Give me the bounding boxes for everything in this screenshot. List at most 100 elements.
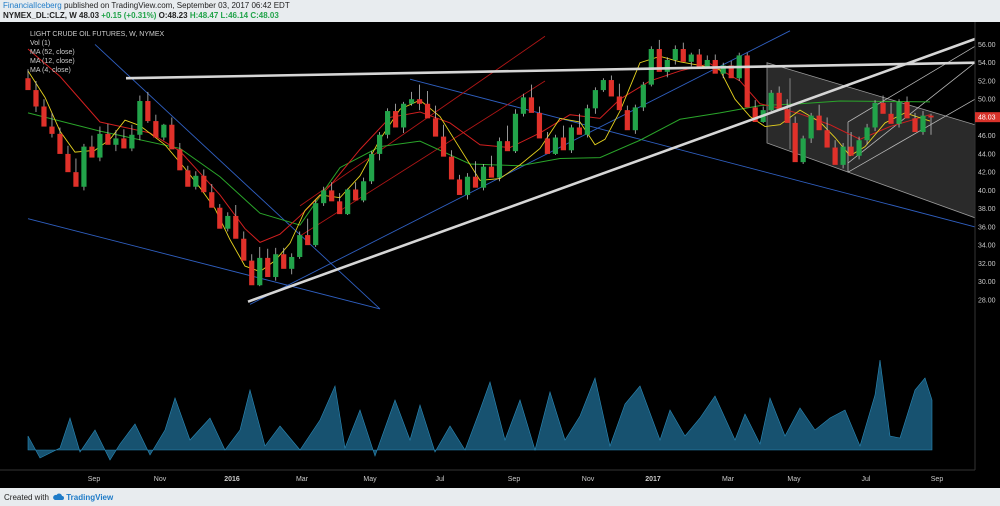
candle-body [385, 111, 391, 135]
rising-channel-line-2 [847, 98, 976, 173]
candle-body [185, 170, 191, 187]
open-value: O:48.23 [158, 11, 188, 20]
y-tick-label: 34.00 [978, 243, 996, 250]
blue-trendline-2 [409, 78, 976, 228]
white-trendline-0 [125, 61, 976, 80]
y-tick-label: 44.00 [978, 151, 996, 158]
candle-body [353, 189, 359, 201]
candle-body [536, 112, 543, 139]
candle-body [201, 175, 207, 193]
candle-body [872, 102, 878, 128]
candle-body [472, 176, 479, 188]
candle-body [408, 99, 415, 104]
candle-body [552, 137, 559, 154]
candle-body [896, 101, 902, 124]
candle-body [448, 156, 455, 180]
candle-body [544, 138, 551, 154]
candle-body [904, 101, 910, 119]
candle-body [225, 215, 231, 229]
candle-body [840, 146, 846, 165]
publisher-line: FinancialIceberg published on TradingVie… [3, 1, 290, 10]
candle-body [912, 118, 918, 133]
candle-body [57, 133, 63, 154]
candle-body [73, 172, 79, 187]
x-tick-label: Mar [296, 476, 309, 483]
candle-body [808, 115, 814, 139]
candle-body [281, 254, 287, 269]
tradingview-logo[interactable]: TradingView [52, 492, 113, 502]
high-value: H:48.47 [189, 11, 219, 20]
candle-body [792, 122, 798, 163]
candle-body [25, 78, 31, 91]
candle-body [129, 134, 135, 149]
candle-body [432, 118, 439, 137]
candle-body [824, 130, 830, 148]
candle-body [400, 103, 407, 128]
created-with-label: Created with [4, 493, 49, 502]
candle-body [113, 138, 119, 145]
candle-body [121, 138, 127, 149]
ma52-line [27, 100, 931, 226]
y-tick-label: 40.00 [978, 188, 996, 195]
candle-body [680, 49, 686, 62]
candle-body [456, 179, 463, 195]
candle-body [672, 49, 678, 60]
candle-body [648, 49, 654, 85]
candle-body [664, 59, 670, 72]
candle-body [696, 54, 702, 68]
candle-body [464, 176, 471, 195]
price-change: +0.15 (+0.31%) [101, 11, 157, 20]
candle-body [369, 153, 375, 182]
candle-body [776, 92, 782, 110]
candle-body [241, 238, 247, 261]
blue-trendline-3 [249, 30, 791, 305]
candle-body [592, 90, 598, 109]
price-chart[interactable]: 56.0054.0052.0050.0048.0046.0044.0042.00… [0, 22, 1000, 488]
candle-body [920, 115, 926, 133]
chart-legend: LIGHT CRUDE OIL FUTURES, W, NYMEX Vol (1… [30, 30, 164, 75]
candle-body [209, 192, 215, 208]
x-tick-label: Nov [154, 476, 167, 483]
candle-body [584, 108, 590, 135]
published-text: published on TradingView.com, September … [63, 1, 290, 10]
x-tick-label: 2016 [224, 476, 240, 483]
candle-body [33, 90, 39, 107]
y-tick-label: 38.00 [978, 206, 996, 213]
chart-title: LIGHT CRUDE OIL FUTURES, W, NYMEX [30, 31, 165, 38]
candle-body [265, 257, 271, 278]
candle-body [424, 103, 431, 119]
x-tick-label: Sep [508, 476, 521, 483]
candle-body [169, 124, 175, 150]
candle-body [321, 190, 327, 204]
legend-ma12: MA (12, close) [30, 58, 75, 65]
candle-body [688, 54, 694, 62]
low-value: L:46.14 [220, 11, 249, 20]
last-price-label: 48.03 [978, 115, 996, 122]
candle-body [289, 256, 295, 269]
publisher-link[interactable]: FinancialIceberg [3, 1, 62, 10]
y-tick-label: 42.00 [978, 170, 996, 177]
candle-body [928, 115, 934, 118]
candle-body [704, 59, 710, 68]
candle-body [640, 84, 646, 108]
cloud-icon [53, 493, 64, 500]
candle-body [41, 106, 47, 127]
candle-body [65, 153, 71, 173]
candle-body [608, 80, 614, 97]
candle-body [392, 111, 399, 128]
candle-body [480, 166, 487, 188]
candle-body [528, 97, 535, 113]
candle-body [496, 141, 503, 178]
candle-body [848, 146, 854, 156]
candle-body [193, 175, 199, 187]
x-tick-label: Sep [88, 476, 101, 483]
candle-body [744, 55, 750, 108]
candle-body [520, 97, 527, 114]
candle-body [249, 260, 255, 286]
candle-body [257, 257, 263, 286]
candle-body [153, 121, 159, 138]
tradingview-brand: TradingView [66, 493, 114, 502]
candle-body [440, 136, 447, 157]
candle-body [504, 141, 511, 152]
candle-body [345, 189, 351, 215]
